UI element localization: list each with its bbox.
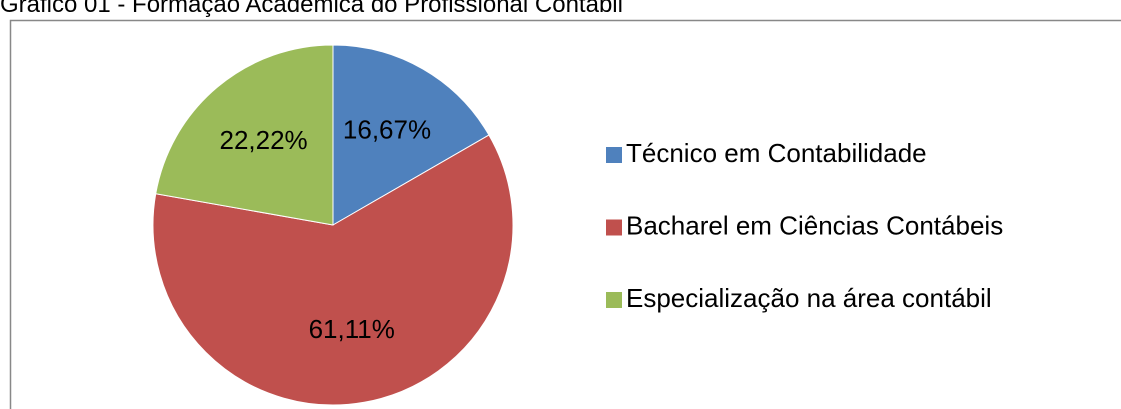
legend-swatch [606, 147, 622, 163]
data-label: 61,11% [309, 314, 395, 344]
pie-slice [152, 134, 514, 406]
pie-slice [155, 44, 334, 226]
legend-label: Especialização na área contábil [626, 283, 992, 313]
legend-label: Técnico em Contabilidade [626, 138, 927, 168]
legend-swatch [606, 292, 622, 308]
data-label: 22,22% [219, 125, 307, 155]
data-label: 16,67% [343, 114, 431, 144]
chart-frame [9, 19, 1121, 409]
chart-title: Gráfico 01 - Formação Acadêmica do Profi… [0, 0, 623, 18]
legend-label: Bacharel em Ciências Contábeis [626, 210, 1003, 240]
legend-swatch [606, 219, 622, 236]
pie-slice [332, 44, 490, 226]
